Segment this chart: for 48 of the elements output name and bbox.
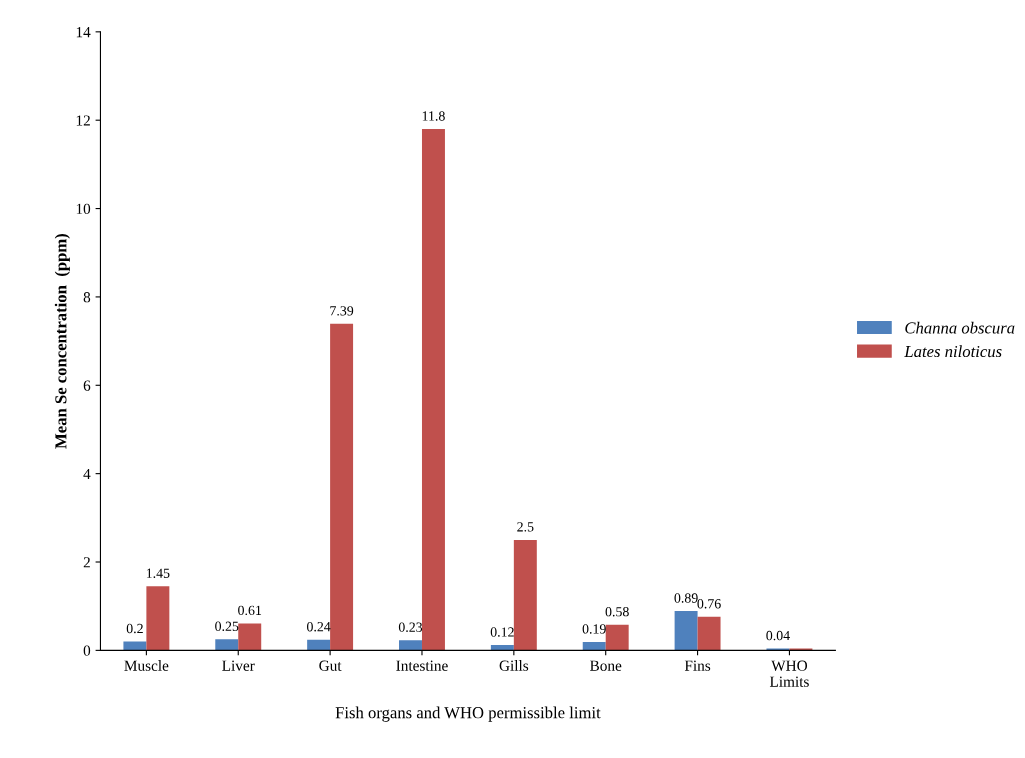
x-tick-label: Muscle [124,660,169,671]
legend-label: Channa obscura [905,321,1015,334]
bar [582,641,606,651]
bar [399,640,422,651]
data-label: 0.04 [766,630,790,641]
data-label: 7.39 [330,306,354,316]
y-tick-label: 12 [76,115,90,126]
y-tick-label: 14 [76,27,91,38]
bar [490,645,514,651]
data-label: 0.58 [605,606,629,617]
data-label: 1.45 [146,568,170,578]
y-tick-label: 8 [83,292,91,303]
bar [330,323,354,651]
x-tick-label: WHO Limits [769,660,809,687]
data-label: 2.5 [517,522,534,532]
y-tick-label: 10 [76,203,91,215]
bar [215,639,239,651]
bar [605,624,629,651]
x-tick-label: Gills [499,660,529,671]
x-tick-label: Liver [222,660,255,671]
legend-label: Lates niloticus [904,345,1002,358]
data-label: 11.8 [422,111,445,121]
bar [123,641,147,651]
bar [513,539,537,651]
data-label: 0.76 [697,599,721,609]
bar [674,611,698,651]
x-tick-label: Gut [319,660,342,671]
data-label: 0.23 [398,622,423,632]
data-label: 0.2 [126,623,143,634]
data-label: 0.19 [582,624,606,634]
data-label: 0.61 [238,605,262,616]
data-label: 0.25 [215,621,239,631]
bar [421,129,445,651]
y-tick-label: 2 [83,557,90,568]
bar [697,616,721,651]
data-label: 0.12 [490,627,514,637]
bar [238,623,262,651]
bar [146,586,170,651]
x-tick-label: Bone [590,660,622,671]
y-tick-label: 4 [83,468,91,479]
x-axis-title: Fish organs and WHO permissible limit [335,706,601,722]
y-axis-title: Mean Se concentration (ppm) [54,233,70,449]
x-tick-label: Fins [684,660,711,671]
data-label: 0.89 [674,593,698,603]
bar [307,639,331,651]
x-tick-label: Intestine [396,660,448,671]
y-tick-label: 6 [83,380,91,391]
y-tick-label: 0 [83,645,91,656]
